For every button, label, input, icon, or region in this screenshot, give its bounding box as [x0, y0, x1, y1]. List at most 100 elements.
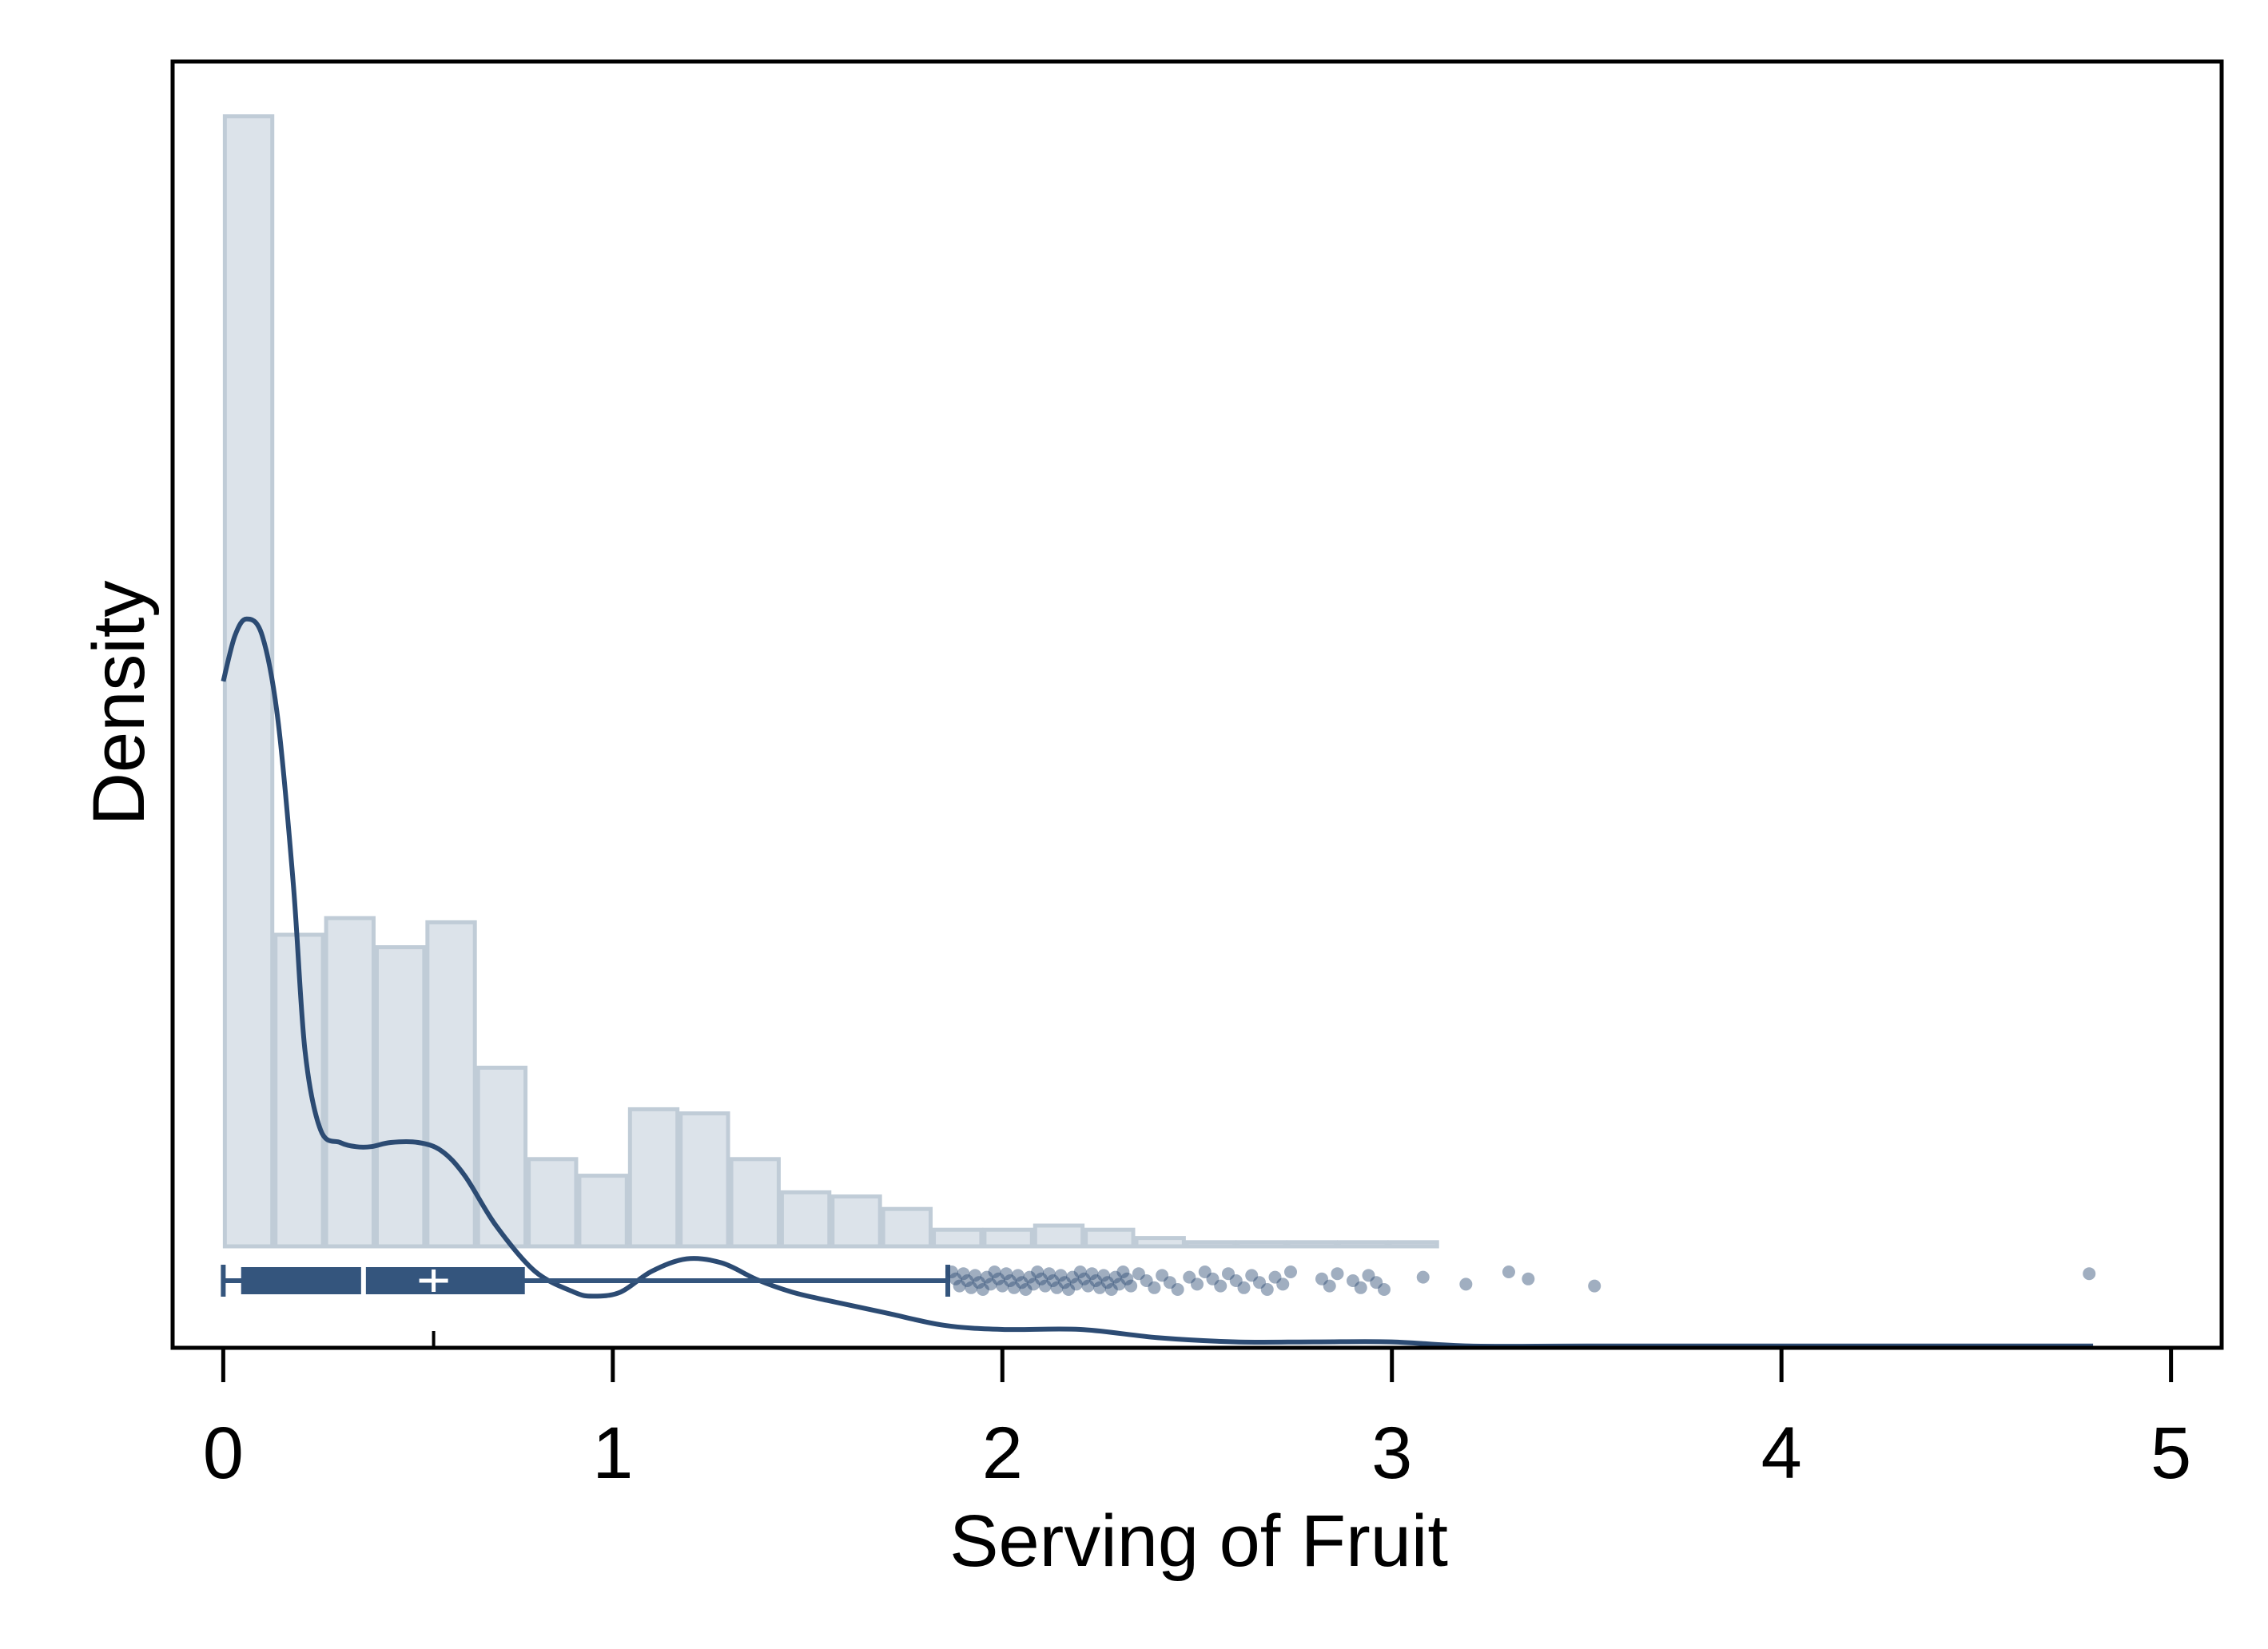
outlier-point [1031, 1266, 1044, 1278]
histogram-bar [527, 1157, 579, 1249]
outlier-point [1108, 1270, 1122, 1284]
outlier-point [1206, 1272, 1220, 1285]
outlier-point [980, 1270, 993, 1284]
histogram-bar [324, 916, 376, 1249]
outlier-point [1027, 1277, 1040, 1291]
outlier-point [973, 1276, 986, 1289]
outlier-point [949, 1272, 962, 1285]
outlier-point [984, 1277, 997, 1291]
histogram-bar [1134, 1236, 1186, 1249]
x-tick-label: 1 [592, 1413, 633, 1494]
outlier-point [1276, 1277, 1290, 1291]
outlier-point [1120, 1272, 1134, 1285]
histogram-bar [881, 1206, 933, 1249]
histogram-bar [1184, 1240, 1237, 1249]
outlier-point [1097, 1269, 1111, 1282]
outlier-point [1183, 1270, 1196, 1284]
outlier-point [1323, 1279, 1336, 1293]
y-axis-title: Density [78, 581, 160, 826]
outlier-point [1171, 1283, 1184, 1296]
box-plot [221, 1265, 951, 1348]
outlier-point [1116, 1266, 1130, 1278]
outlier-point [1058, 1276, 1072, 1289]
outlier-point [1522, 1272, 1535, 1285]
outlier-point [1214, 1279, 1228, 1293]
outlier-point [965, 1281, 978, 1294]
histogram-bar [678, 1111, 730, 1249]
outlier-point [1066, 1270, 1080, 1284]
outlier-point [988, 1266, 1001, 1278]
outlier-point [1035, 1272, 1048, 1285]
outlier-point [957, 1267, 970, 1281]
histogram-bar [830, 1194, 882, 1249]
outlier-point [1019, 1283, 1033, 1296]
outlier-point [1104, 1283, 1118, 1296]
outlier-point [1015, 1276, 1029, 1289]
outlier-point [1112, 1277, 1126, 1291]
outlier-point [1085, 1267, 1099, 1281]
outlier-point [1007, 1281, 1021, 1294]
histogram-bar [1286, 1240, 1338, 1249]
outlier-point [1132, 1267, 1145, 1281]
histogram-bar [932, 1227, 984, 1249]
outlier-point [1588, 1279, 1602, 1293]
histogram-bar [779, 1190, 832, 1249]
histogram-bar [1336, 1240, 1389, 1249]
outlier-point [945, 1266, 958, 1278]
outlier-point [1069, 1277, 1083, 1291]
outlier-point [1245, 1269, 1259, 1282]
outlier-point [953, 1279, 966, 1293]
x-axis-title: Serving of Fruit [949, 1500, 1448, 1582]
outlier-point [1315, 1272, 1328, 1285]
outlier-point [1502, 1266, 1515, 1278]
outlier-point [1252, 1276, 1266, 1289]
outlier-point [1093, 1281, 1107, 1294]
outlier-point [1050, 1281, 1064, 1294]
histogram-bar [374, 945, 427, 1249]
histogram-bar [1235, 1240, 1287, 1249]
x-tick-label: 0 [203, 1413, 244, 1494]
outlier-point [1073, 1266, 1087, 1278]
outlier-points [945, 1266, 2096, 1296]
x-tick-label: 5 [2151, 1413, 2191, 1494]
outlier-point [1046, 1274, 1060, 1287]
outlier-point [1124, 1279, 1138, 1293]
outlier-point [1156, 1269, 1169, 1282]
outlier-point [1023, 1270, 1037, 1284]
outlier-point [2083, 1267, 2096, 1281]
histogram-bar [982, 1227, 1034, 1249]
histogram-bar [1033, 1223, 1085, 1249]
outlier-point [1191, 1277, 1204, 1291]
histogram-bar [475, 1065, 528, 1249]
outlier-point [969, 1269, 982, 1282]
outlier-point [1221, 1267, 1235, 1281]
outlier-point [1089, 1274, 1103, 1287]
histogram-bar [1387, 1240, 1439, 1249]
outlier-point [1062, 1283, 1076, 1296]
outlier-point [1011, 1269, 1025, 1282]
outlier-point [992, 1272, 1005, 1285]
outlier-point [1459, 1277, 1473, 1291]
density-curve-layer [221, 616, 2094, 1349]
outlier-point [1148, 1281, 1161, 1294]
outlier-point [1416, 1270, 1430, 1284]
histogram-bar [729, 1157, 781, 1249]
outlier-point [1377, 1283, 1391, 1296]
outlier-point [1260, 1283, 1274, 1296]
outlier-point [1283, 1266, 1297, 1278]
x-axis: 0 1 2 3 4 5 [173, 1345, 2222, 1494]
outlier-point [1237, 1281, 1251, 1294]
histogram-bar [425, 920, 477, 1249]
density-curve [221, 616, 2094, 1349]
x-tick-label: 3 [1371, 1413, 1412, 1494]
outlier-point [996, 1279, 1009, 1293]
histogram-bar [1084, 1227, 1136, 1249]
outlier-point [1042, 1267, 1056, 1281]
outlier-point [1004, 1274, 1017, 1287]
outlier-point [1077, 1272, 1091, 1285]
outlier-point [1370, 1276, 1383, 1289]
x-tick-label: 2 [982, 1413, 1023, 1494]
outlier-point [1229, 1274, 1243, 1287]
outlier-point [961, 1274, 974, 1287]
histogram-bar [627, 1107, 680, 1249]
